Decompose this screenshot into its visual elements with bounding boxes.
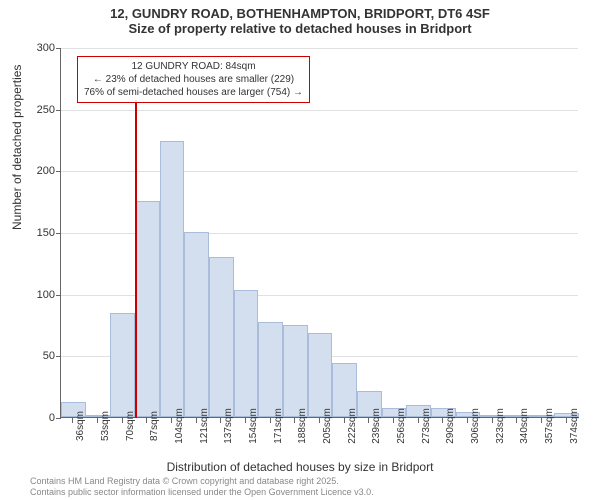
- xtick-mark: [541, 418, 542, 423]
- xtick-mark: [344, 418, 345, 423]
- xtick-mark: [72, 418, 73, 423]
- xtick-label: 222sqm: [347, 408, 358, 444]
- xtick-mark: [196, 418, 197, 423]
- histogram-bar: [308, 333, 333, 417]
- y-axis-label: Number of detached properties: [10, 65, 24, 230]
- footer-text: Contains HM Land Registry data © Crown c…: [30, 476, 374, 498]
- title-block: 12, GUNDRY ROAD, BOTHENHAMPTON, BRIDPORT…: [0, 0, 600, 36]
- xtick-label: 306sqm: [470, 408, 481, 444]
- footer-line1: Contains HM Land Registry data © Crown c…: [30, 476, 374, 487]
- histogram-bar: [258, 322, 283, 417]
- xtick-label: 188sqm: [297, 408, 308, 444]
- xtick-mark: [516, 418, 517, 423]
- title-line2: Size of property relative to detached ho…: [0, 21, 600, 36]
- histogram-bar: [135, 201, 160, 417]
- xtick-mark: [97, 418, 98, 423]
- plot-area: 12 GUNDRY ROAD: 84sqm← 23% of detached h…: [60, 48, 578, 418]
- xtick-label: 290sqm: [445, 408, 456, 444]
- xtick-mark: [566, 418, 567, 423]
- ytick-label: 150: [15, 227, 55, 239]
- ytick-mark: [56, 48, 61, 49]
- ytick-mark: [56, 171, 61, 172]
- xtick-mark: [245, 418, 246, 423]
- xtick-mark: [319, 418, 320, 423]
- annotation-line3: 76% of semi-detached houses are larger (…: [84, 86, 303, 99]
- xtick-mark: [122, 418, 123, 423]
- ytick-label: 200: [15, 165, 55, 177]
- xtick-mark: [393, 418, 394, 423]
- xtick-mark: [220, 418, 221, 423]
- annotation-box: 12 GUNDRY ROAD: 84sqm← 23% of detached h…: [77, 56, 310, 103]
- annotation-line2: ← 23% of detached houses are smaller (22…: [84, 73, 303, 86]
- chart-container: 12, GUNDRY ROAD, BOTHENHAMPTON, BRIDPORT…: [0, 0, 600, 500]
- ytick-mark: [56, 233, 61, 234]
- xtick-label: 323sqm: [495, 408, 506, 444]
- gridline: [61, 48, 578, 49]
- xtick-label: 256sqm: [396, 408, 407, 444]
- xtick-mark: [492, 418, 493, 423]
- xtick-mark: [294, 418, 295, 423]
- xtick-label: 273sqm: [421, 408, 432, 444]
- xtick-mark: [467, 418, 468, 423]
- histogram-bar: [184, 232, 209, 417]
- xtick-label: 53sqm: [100, 411, 111, 441]
- ytick-mark: [56, 356, 61, 357]
- xtick-label: 154sqm: [248, 408, 259, 444]
- xtick-label: 137sqm: [223, 408, 234, 444]
- annotation-line1: 12 GUNDRY ROAD: 84sqm: [84, 60, 303, 73]
- histogram-bar: [160, 141, 185, 417]
- histogram-bar: [283, 325, 308, 418]
- xtick-mark: [146, 418, 147, 423]
- xtick-row: 36sqm53sqm70sqm87sqm104sqm121sqm137sqm15…: [60, 418, 578, 458]
- ytick-label: 0: [15, 412, 55, 424]
- gridline: [61, 171, 578, 172]
- title-line1: 12, GUNDRY ROAD, BOTHENHAMPTON, BRIDPORT…: [0, 6, 600, 21]
- ytick-label: 50: [15, 350, 55, 362]
- xtick-label: 121sqm: [199, 408, 210, 444]
- xtick-label: 357sqm: [544, 408, 555, 444]
- x-axis-label: Distribution of detached houses by size …: [0, 460, 600, 474]
- xtick-label: 36sqm: [75, 411, 86, 441]
- marker-line: [135, 100, 137, 418]
- xtick-mark: [368, 418, 369, 423]
- histogram-bar: [234, 290, 259, 417]
- ytick-label: 100: [15, 289, 55, 301]
- histogram-bar: [110, 313, 135, 417]
- xtick-mark: [270, 418, 271, 423]
- xtick-mark: [418, 418, 419, 423]
- ytick-mark: [56, 295, 61, 296]
- xtick-label: 171sqm: [273, 408, 284, 444]
- footer-line2: Contains public sector information licen…: [30, 487, 374, 498]
- histogram-bar: [209, 257, 234, 417]
- xtick-label: 239sqm: [371, 408, 382, 444]
- xtick-label: 104sqm: [174, 408, 185, 444]
- xtick-mark: [442, 418, 443, 423]
- xtick-label: 340sqm: [519, 408, 530, 444]
- xtick-label: 374sqm: [569, 408, 580, 444]
- xtick-label: 205sqm: [322, 408, 333, 444]
- ytick-label: 300: [15, 42, 55, 54]
- ytick-label: 250: [15, 104, 55, 116]
- ytick-mark: [56, 110, 61, 111]
- gridline: [61, 110, 578, 111]
- xtick-mark: [171, 418, 172, 423]
- xtick-label: 87sqm: [149, 411, 160, 441]
